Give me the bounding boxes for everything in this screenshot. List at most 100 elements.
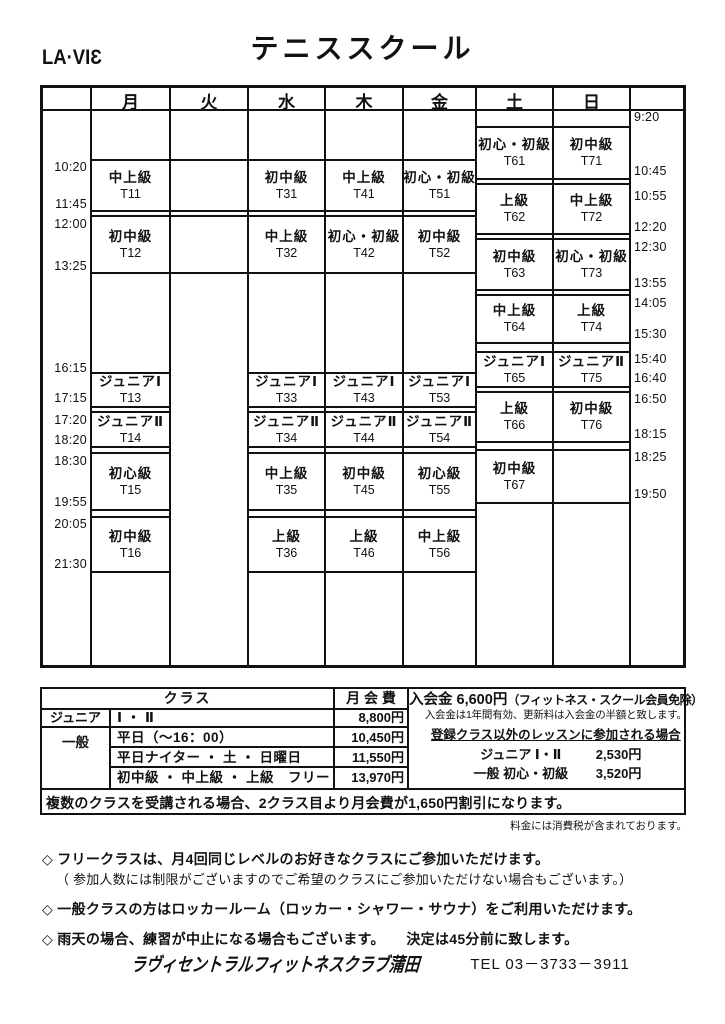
class-code: T54 <box>428 430 451 445</box>
grid-line <box>91 210 476 212</box>
time-label-left: 12:00 <box>54 217 87 231</box>
time-label-left: 21:30 <box>54 557 87 571</box>
class-level: ジュニアⅠ <box>332 374 396 390</box>
class-level: 中上級 <box>342 169 386 185</box>
fee-desc: 平日（～16：00） <box>111 728 335 746</box>
class-block-T61: 初心・初級 T61 <box>477 128 552 178</box>
class-code: T51 <box>428 186 451 201</box>
class-code: T46 <box>353 545 375 560</box>
day-header-日: 日 <box>583 93 600 112</box>
fee-header-class: クラス <box>42 689 335 708</box>
class-block-T43: ジュニアⅠ T43 <box>326 374 402 406</box>
class-code: T73 <box>580 265 603 280</box>
class-level: 初中級 <box>492 248 537 264</box>
grid-line <box>90 85 92 668</box>
class-code: T45 <box>353 482 375 497</box>
class-level: 上級 <box>500 401 529 417</box>
time-label-right: 18:15 <box>634 427 667 441</box>
class-block-T34: ジュニアⅡ T34 <box>249 413 324 446</box>
fee-price: 11,550円 <box>351 750 404 765</box>
class-code: T76 <box>580 418 603 433</box>
grid-line <box>476 502 630 504</box>
fee-desc: 平日ナイター ・ 土 ・ 日曜日 <box>111 748 335 766</box>
class-level: 上級 <box>577 303 606 319</box>
fee-row-nighter: 平日ナイター ・ 土 ・ 日曜日 11,550円 <box>111 748 407 768</box>
class-block-T33: ジュニアⅠ T33 <box>249 374 324 406</box>
class-level: 初中級 <box>569 401 614 417</box>
grid-line <box>91 272 476 274</box>
class-block-T52: 初中級 T52 <box>404 217 475 272</box>
extra-lesson-junior: ジュニア Ⅰ・Ⅱ 2,530円 <box>409 747 703 762</box>
class-block-T64: 中上級 T64 <box>477 296 552 342</box>
time-label-left: 10:20 <box>54 160 87 174</box>
phone-number: TEL 03－3733－3911 <box>470 956 630 973</box>
note-free-class-sub: （ 参加人数には制限がございますのでご希望のクラスにご参加いただけない場合もござ… <box>56 872 633 887</box>
class-code: T36 <box>275 545 298 560</box>
class-level: 初心級 <box>417 465 462 481</box>
grid-line <box>476 233 630 235</box>
class-block-T12: 初中級 T12 <box>92 217 169 272</box>
class-code: T32 <box>275 245 298 260</box>
time-label-left: 17:15 <box>54 391 87 405</box>
discount-note: 複数のクラスを受講される場合、2クラス目より月会費が1,650円割引になります。 <box>42 788 684 813</box>
class-code: T55 <box>428 482 451 497</box>
class-level: ジュニアⅡ <box>253 413 320 429</box>
class-code: T53 <box>428 391 451 406</box>
grid-line <box>248 516 476 518</box>
time-label-right: 14:05 <box>634 296 667 310</box>
class-code: T52 <box>428 245 451 260</box>
footer: ラヴィセントラルフィットネスクラブ蒲田 TEL 03－3733－3911 <box>0 950 725 977</box>
class-block-T41: 中上級 T41 <box>326 161 402 210</box>
extra-lesson-price: 2,530円 <box>595 747 642 762</box>
fee-price: 10,450円 <box>351 730 404 745</box>
fee-header-row: クラス 月 会 費 <box>42 689 407 710</box>
class-code: T34 <box>275 430 298 445</box>
grid-line <box>91 571 170 573</box>
day-header-水: 水 <box>278 93 295 112</box>
fee-table-top: クラス 月 会 費 ジュニア Ⅰ ・ Ⅱ 8,800円 一般 平日（～16：00… <box>42 689 703 788</box>
fee-price: 8,800円 <box>358 710 404 725</box>
class-level: ジュニアⅠ <box>407 374 472 390</box>
grid-line <box>91 215 476 217</box>
admission-fee-line: 入会金 6,600円（フィットネス・スクール会員免除） <box>409 691 703 709</box>
class-level: 初中級 <box>342 465 386 481</box>
time-label-right: 9:20 <box>634 110 660 124</box>
class-level: 中上級 <box>264 228 309 244</box>
class-level: 初心級 <box>108 465 153 481</box>
admission-box: 入会金 6,600円（フィットネス・スクール会員免除） 入会金は1年間有効、更新… <box>409 689 703 788</box>
fee-desc: Ⅰ ・ Ⅱ <box>111 710 335 726</box>
class-level: 初中級 <box>264 169 309 185</box>
class-code: T33 <box>275 391 298 406</box>
grid-line <box>476 351 630 353</box>
class-code: T61 <box>503 154 526 169</box>
class-level: 上級 <box>500 193 529 209</box>
grid-line <box>476 183 630 185</box>
time-label-left: 20:05 <box>54 517 87 531</box>
admission-validity-note: 入会金は1年間有効、更新料は入会金の半額と致します。 <box>424 709 687 721</box>
class-level: 中上級 <box>264 465 309 481</box>
fee-table-left: クラス 月 会 費 ジュニア Ⅰ ・ Ⅱ 8,800円 一般 平日（～16：00… <box>42 689 409 788</box>
day-header-月: 月 <box>122 93 139 112</box>
grid-line <box>248 406 476 408</box>
grid-line <box>476 391 630 393</box>
class-block-T16: 初中級 T16 <box>92 518 169 571</box>
grid-line <box>91 159 476 161</box>
grid-line <box>40 109 686 111</box>
fee-row-free: 初中級 ・ 中上級 ・ 上級 フリー 13,970円 <box>111 768 407 788</box>
class-level: ジュニアⅠ <box>482 353 547 369</box>
class-code: T62 <box>503 210 526 225</box>
grid-line <box>476 289 630 291</box>
class-block-T65: ジュニアⅠ T65 <box>477 353 552 386</box>
schedule-border <box>40 85 686 668</box>
class-code: T41 <box>353 186 375 201</box>
fee-table: クラス 月 会 費 ジュニア Ⅰ ・ Ⅱ 8,800円 一般 平日（～16：00… <box>40 687 703 815</box>
class-block-T45: 初中級 T45 <box>326 454 402 509</box>
class-level: ジュニアⅡ <box>406 413 473 429</box>
class-block-T11: 中上級 T11 <box>92 161 169 210</box>
class-code: T16 <box>119 545 142 560</box>
extra-lesson-price: 3,520円 <box>595 766 642 781</box>
class-code: T14 <box>119 430 142 445</box>
class-block-T51: 初心・初級 T51 <box>403 161 475 210</box>
class-code: T44 <box>353 430 375 445</box>
class-block-T72: 中上級 T72 <box>554 185 629 233</box>
